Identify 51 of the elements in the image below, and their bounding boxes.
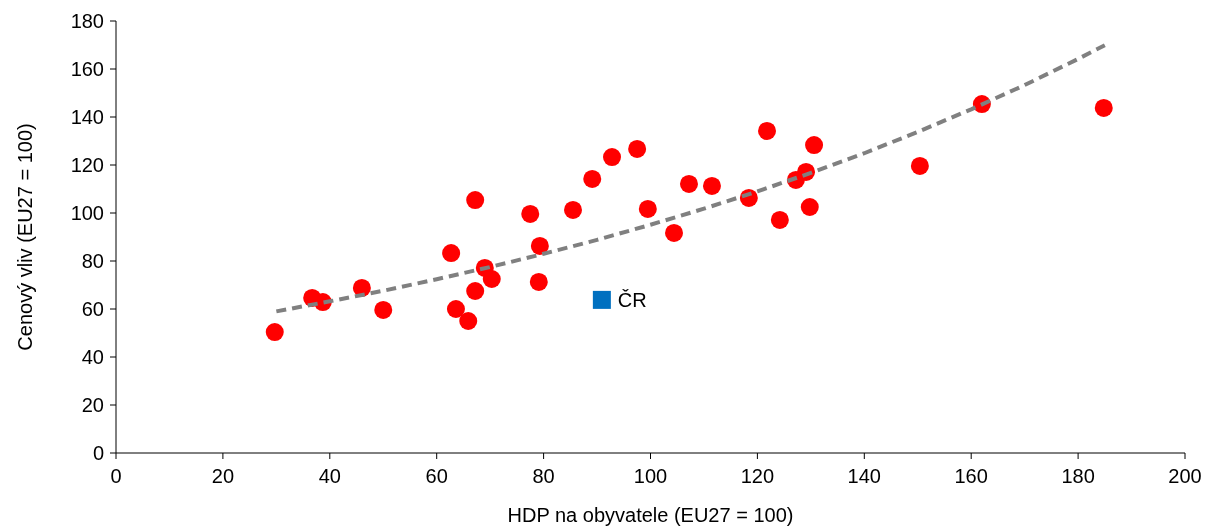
point [665,223,684,242]
x-tick-label: 0 [110,465,122,487]
x-tick-label: 140 [847,465,881,487]
series-label: ČR [617,288,647,311]
point [466,282,485,300]
y-tick-label: 80 [81,250,104,272]
y-tick-label: 40 [81,346,104,368]
y-tick-label: 100 [70,202,104,224]
x-tick-label: 200 [1168,465,1202,487]
x-tick-label: 20 [211,465,235,487]
point [770,210,789,229]
point [374,300,393,319]
x-tick-label: 180 [1061,465,1095,487]
point [466,191,485,210]
x-tick-label: 100 [633,465,668,487]
point [446,300,465,318]
point [529,272,548,291]
x-tick-label: 40 [318,465,341,487]
y-tick-label: 180 [70,10,104,32]
point [758,121,777,140]
y-tick-label: 120 [70,154,104,176]
x-axis-title: HDP na obyvatele (EU27 = 100) [507,504,794,526]
y-tick-label: 0 [92,442,104,464]
point [628,139,647,158]
x-tick-label: 160 [954,465,988,487]
y-tick-label: 20 [81,394,104,416]
point [592,290,611,309]
point [521,204,540,223]
point [482,270,501,288]
point [702,176,721,195]
point [805,136,824,155]
point [583,169,602,188]
y-tick-label: 60 [81,298,104,320]
point [459,312,478,330]
x-tick-label: 80 [532,465,555,487]
y-tick-label: 160 [70,58,104,80]
point [265,323,284,342]
point [530,236,549,255]
point [910,156,929,175]
x-tick-label: 120 [740,465,775,487]
point [800,198,819,216]
line-series [274,43,1107,314]
point [638,199,657,218]
x-tick-label: 60 [425,465,448,487]
point [1094,98,1113,117]
point [564,200,582,219]
point [679,174,698,193]
y-axis-title: Cenový vliv (EU27 = 100) [14,123,36,351]
point [603,148,622,167]
point [442,244,461,263]
y-tick-label: 140 [70,106,104,128]
